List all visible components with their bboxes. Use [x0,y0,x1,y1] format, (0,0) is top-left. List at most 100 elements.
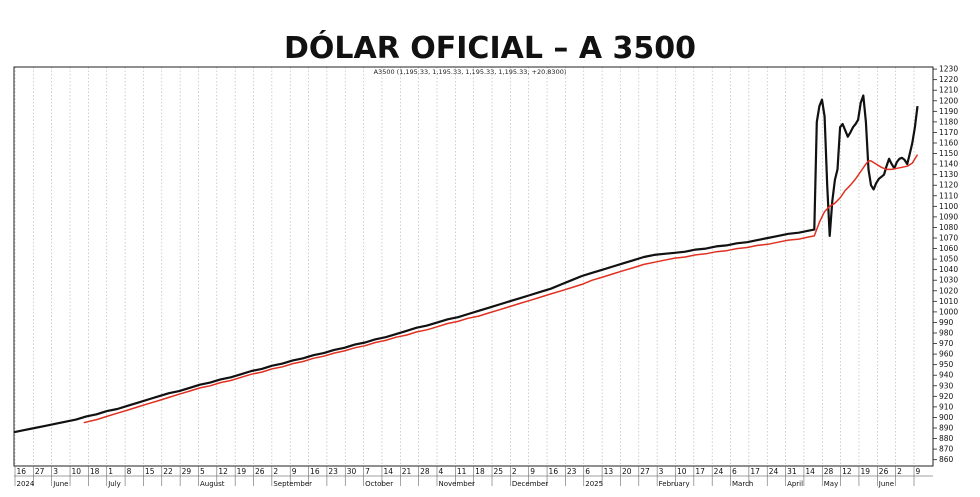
x-tick-label: 26 [255,467,265,476]
x-tick-label: 3 [659,467,664,476]
y-tick-label: 1190 [939,107,958,116]
y-tick-label: 900 [939,413,954,422]
x-tick-label: 26 [879,467,889,476]
x-month-label: 2024 [17,480,35,488]
x-tick-label: 23 [567,467,577,476]
y-tick-label: 1040 [939,265,958,274]
y-tick-label: 920 [939,392,954,401]
y-tick-label: 1160 [939,139,958,148]
x-tick-label: 18 [475,467,485,476]
x-tick-label: 9 [530,467,535,476]
x-tick-label: 24 [714,467,724,476]
y-tick-label: 980 [939,329,954,338]
y-tick-label: 990 [939,318,954,327]
x-tick-label: 10 [677,467,687,476]
series-line-price [13,94,919,434]
y-tick-label: 970 [939,339,954,348]
x-tick-label: 12 [218,467,228,476]
x-month-label: September [273,480,312,488]
x-tick-label: 2 [512,467,517,476]
y-tick-label: 860 [939,455,954,464]
x-tick-label: 28 [420,467,430,476]
x-tick-label: 12 [842,467,852,476]
x-tick-label: 28 [824,467,834,476]
x-tick-label: 16 [549,467,559,476]
x-tick-label: 16 [310,467,320,476]
chart-subtitle: A3500 (1,195.33, 1,195.33, 1,195.33, 1,1… [374,68,567,76]
x-month-label: July [107,480,121,488]
x-tick-label: 30 [347,467,357,476]
y-tick-label: 880 [939,434,954,443]
x-tick-label: 20 [622,467,632,476]
y-tick-label: 1030 [939,276,958,285]
y-tick-label: 1120 [939,181,958,190]
y-tick-label: 1010 [939,297,958,306]
x-tick-label: 2 [897,467,902,476]
x-axis: 16 27 3 10 18 1 8 15 22 29 5 12 19 26 2 9 16 23 30 7 14 21 28 4… [14,466,933,488]
y-tick-label: 1080 [939,223,958,232]
series-line-average [83,154,919,424]
y-tick-label: 1060 [939,244,958,253]
y-tick-label: 1020 [939,286,958,295]
x-month-label: August [200,480,225,488]
y-tick-label: 870 [939,445,954,454]
x-tick-label: 19 [860,467,870,476]
x-tick-label: 23 [328,467,338,476]
y-tick-label: 1000 [939,307,958,316]
x-month-label: February [659,480,690,488]
y-tick-label: 1180 [939,117,958,126]
x-month-label: April [787,480,803,488]
x-month-label: June [878,480,894,488]
y-tick-label: 890 [939,424,954,433]
x-tick-label: 14 [383,467,393,476]
y-tick-label: 1210 [939,86,958,95]
y-tick-label: 1050 [939,255,958,264]
x-tick-label: 14 [805,467,815,476]
x-tick-label: 15 [145,467,155,476]
y-tick-label: 1140 [939,160,958,169]
x-tick-label: 1 [108,467,113,476]
x-tick-label: 24 [769,467,779,476]
x-month-label: December [512,480,548,488]
x-tick-label: 18 [90,467,100,476]
y-tick-label: 950 [939,360,954,369]
x-month-label: June [52,480,68,488]
x-tick-label: 5 [200,467,205,476]
x-month-label: November [438,480,475,488]
x-tick-label: 22 [163,467,173,476]
x-tick-label: 9 [292,467,297,476]
x-tick-label: 3 [53,467,58,476]
y-tick-label: 1220 [939,75,958,84]
x-tick-label: 29 [182,467,192,476]
x-tick-label: 17 [695,467,705,476]
series-group [13,94,919,434]
chart-title: DÓLAR OFICIAL – A 3500 [284,29,696,66]
y-tick-label: 1070 [939,234,958,243]
y-tick-label: 1100 [939,202,958,211]
y-tick-label: 1170 [939,128,958,137]
x-tick-label: 9 [916,467,921,476]
x-tick-label: 16 [17,467,27,476]
y-tick-label: 1200 [939,96,958,105]
x-month-label: 2025 [585,480,603,488]
x-tick-label: 27 [35,467,45,476]
x-tick-label: 19 [237,467,247,476]
y-tick-label: 930 [939,381,954,390]
y-tick-label: 1230 [939,65,958,74]
x-tick-label: 27 [640,467,650,476]
x-tick-label: 2 [273,467,278,476]
grid [14,67,915,466]
y-tick-label: 910 [939,402,954,411]
x-tick-label: 4 [438,467,443,476]
x-tick-label: 17 [750,467,760,476]
x-tick-label: 6 [732,467,737,476]
y-tick-label: 1150 [939,149,958,158]
x-month-label: May [824,480,838,488]
x-tick-label: 31 [787,467,797,476]
x-month-label: March [732,480,753,488]
x-tick-label: 11 [457,467,467,476]
y-tick-label: 960 [939,350,954,359]
y-tick-label: 940 [939,371,954,380]
